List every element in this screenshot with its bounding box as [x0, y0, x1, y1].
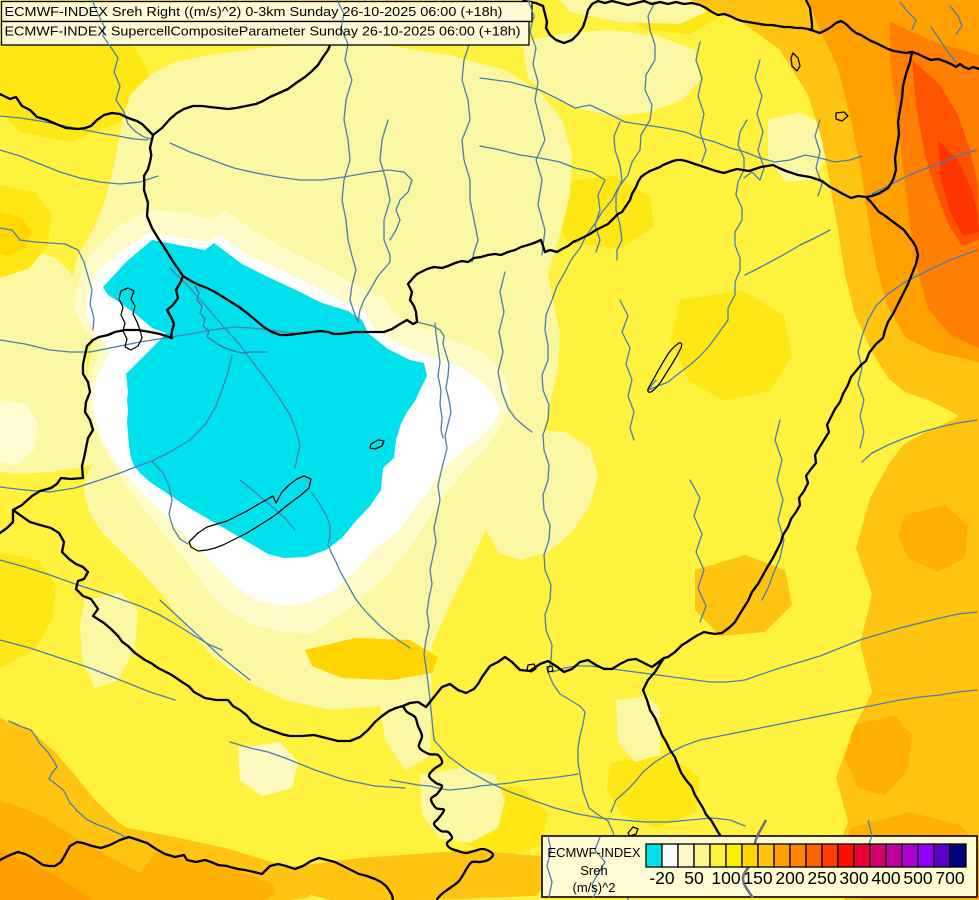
svg-text:250: 250 [807, 868, 836, 888]
svg-text:700: 700 [935, 868, 964, 888]
svg-text:500: 500 [903, 868, 932, 888]
svg-text:50: 50 [684, 868, 704, 888]
svg-text:(m/s)^2: (m/s)^2 [573, 880, 616, 895]
svg-text:100: 100 [711, 868, 740, 888]
svg-text:-20: -20 [649, 868, 675, 888]
svg-text:ECMWF-INDEX Sreh Right ((m/s)^: ECMWF-INDEX Sreh Right ((m/s)^2) 0-3km S… [5, 4, 503, 19]
svg-text:200: 200 [775, 868, 804, 888]
svg-text:ECMWF-INDEX: ECMWF-INDEX [547, 845, 640, 860]
svg-text:300: 300 [839, 868, 868, 888]
svg-text:ECMWF-INDEX SupercellComposite: ECMWF-INDEX SupercellCompositeParameter … [5, 24, 521, 39]
svg-text:Sreh: Sreh [580, 863, 607, 878]
svg-text:400: 400 [871, 868, 900, 888]
svg-text:150: 150 [743, 868, 772, 888]
